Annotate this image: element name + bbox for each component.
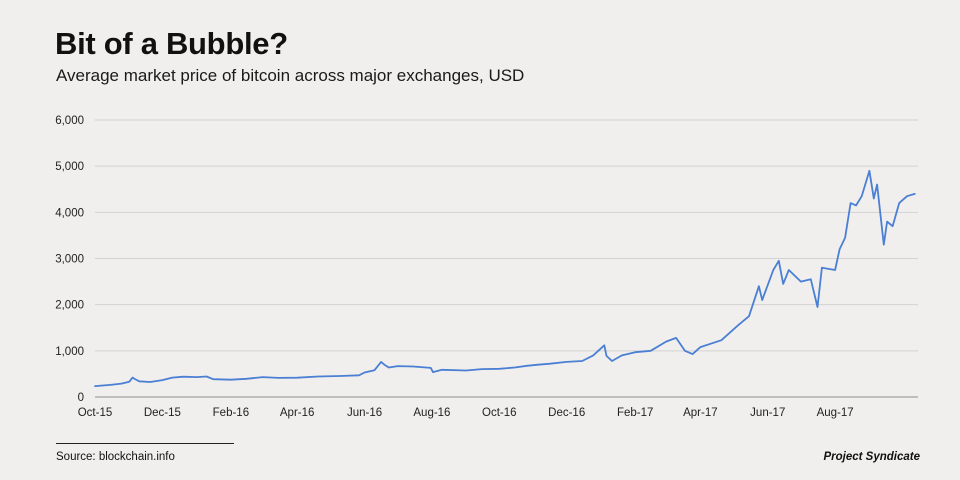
x-tick-label: Apr-16 [280, 407, 315, 419]
chart-title: Bit of a Bubble? [55, 26, 288, 61]
x-axis-ticks: Oct-15 Dec-15 Feb-16 Apr-16 Jun-16 Aug-16 Oct-… [78, 407, 854, 419]
x-tick-label: Apr-17 [683, 407, 718, 419]
x-tick-label: Aug-16 [413, 407, 450, 419]
y-tick-label: 3,000 [55, 254, 84, 266]
publisher-credit: Project Syndicate [823, 451, 920, 463]
x-tick-label: Oct-16 [482, 407, 517, 419]
x-tick-label: Aug-17 [817, 407, 854, 419]
y-tick-label: 5,000 [55, 161, 84, 173]
y-tick-label: 4,000 [55, 207, 84, 219]
x-tick-label: Oct-15 [78, 407, 113, 419]
x-tick-label: Feb-16 [213, 407, 249, 419]
x-tick-label: Jun-16 [347, 407, 382, 419]
price-series-line [94, 169, 916, 388]
x-tick-label: Feb-17 [617, 407, 653, 419]
series-layer [94, 169, 916, 388]
y-tick-label: 1,000 [55, 346, 84, 358]
source-note: Source: blockchain.info [56, 451, 175, 463]
x-tick-label: Dec-16 [548, 407, 585, 419]
x-tick-label: Jun-17 [750, 407, 785, 419]
y-tick-label: 2,000 [55, 300, 84, 312]
chart-subtitle: Average market price of bitcoin across m… [56, 66, 525, 85]
x-tick-label: Dec-15 [144, 407, 181, 419]
line-chart: 0 1,000 2,000 3,000 4,000 5,000 6,000 Oct-15 De… [55, 115, 918, 419]
source-divider [56, 443, 234, 444]
y-tick-label: 6,000 [55, 115, 84, 127]
y-tick-label: 0 [78, 392, 84, 404]
gridlines [95, 119, 918, 398]
y-axis-ticks: 0 1,000 2,000 3,000 4,000 5,000 6,000 [55, 115, 84, 404]
